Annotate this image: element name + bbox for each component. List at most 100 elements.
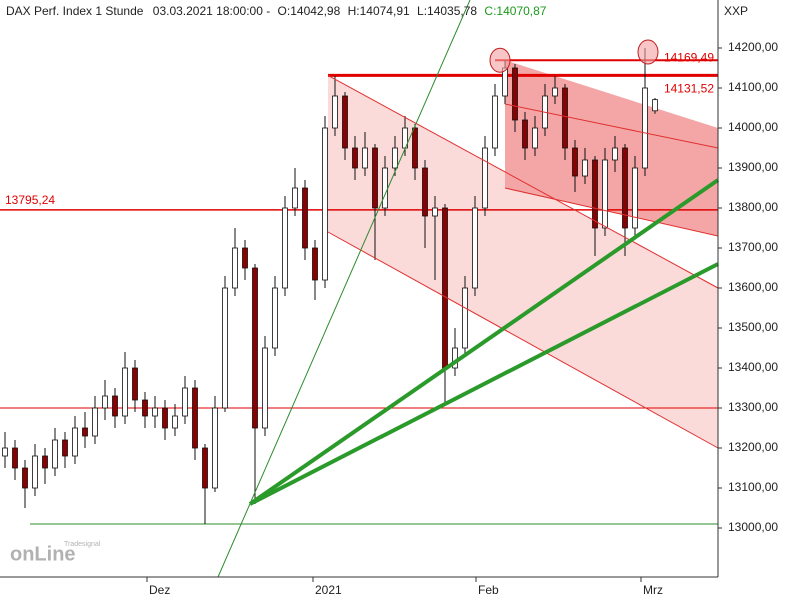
candle-body bbox=[362, 147, 368, 169]
y-tick-label: 13500,00 bbox=[728, 320, 778, 334]
candle bbox=[132, 360, 138, 412]
candle-body bbox=[272, 287, 278, 349]
candle bbox=[482, 136, 488, 216]
candle-body bbox=[382, 167, 388, 209]
y-tick-label: 14000,00 bbox=[728, 120, 778, 134]
candle bbox=[462, 276, 468, 356]
candle bbox=[52, 428, 58, 476]
candle bbox=[642, 48, 648, 176]
candle bbox=[602, 148, 608, 236]
candle-body bbox=[312, 247, 318, 281]
candle-body bbox=[152, 407, 158, 417]
candle-body bbox=[182, 387, 188, 417]
candle-body bbox=[232, 247, 238, 289]
candle bbox=[522, 112, 528, 160]
candle bbox=[412, 124, 418, 180]
candle-body bbox=[42, 455, 48, 469]
candle-body bbox=[32, 455, 38, 489]
trendline bbox=[327, 74, 719, 289]
candle bbox=[282, 196, 288, 296]
level-label: 13795,24 bbox=[5, 193, 55, 207]
low-label: L:14035,78 bbox=[417, 4, 477, 18]
header: DAX Perf. Index 1 Stunde 03.03.2021 18:0… bbox=[6, 4, 547, 18]
candle-body bbox=[112, 395, 118, 417]
axis-label: XXP bbox=[724, 4, 748, 18]
candle-body bbox=[52, 439, 58, 469]
candle-body bbox=[82, 427, 88, 437]
candle bbox=[422, 160, 428, 248]
y-tick-label: 13800,00 bbox=[728, 200, 778, 214]
candle bbox=[592, 156, 598, 256]
candle-body bbox=[392, 147, 398, 169]
candle-body bbox=[2, 447, 8, 457]
level-label: 14131,52 bbox=[664, 82, 714, 96]
candle-body bbox=[172, 415, 178, 429]
candle bbox=[612, 136, 618, 172]
candle bbox=[362, 132, 368, 176]
candle bbox=[262, 336, 268, 436]
y-tick-label: 13100,00 bbox=[728, 480, 778, 494]
candle bbox=[492, 84, 498, 156]
candle bbox=[142, 392, 148, 428]
candle-body bbox=[652, 99, 658, 112]
candle-body bbox=[202, 447, 208, 489]
candle bbox=[12, 440, 18, 480]
candle bbox=[312, 240, 318, 300]
candle bbox=[562, 84, 568, 160]
candle-body bbox=[492, 95, 498, 149]
candle-body bbox=[352, 147, 358, 169]
plot-area bbox=[0, 0, 720, 578]
candle-body bbox=[562, 87, 568, 149]
candle bbox=[352, 136, 358, 180]
candle bbox=[572, 140, 578, 192]
trendline bbox=[248, 178, 720, 506]
y-tick-label: 13700,00 bbox=[728, 240, 778, 254]
candle-body bbox=[332, 95, 338, 129]
candle-body bbox=[582, 159, 588, 177]
trendline bbox=[217, 0, 471, 578]
x-tick-label: Feb bbox=[478, 583, 499, 597]
candle-body bbox=[12, 447, 18, 469]
candle-body bbox=[612, 147, 618, 161]
candle bbox=[92, 396, 98, 444]
candle bbox=[172, 404, 178, 436]
y-tick-label: 13400,00 bbox=[728, 360, 778, 374]
candle bbox=[632, 156, 638, 236]
y-tick-label: 13200,00 bbox=[728, 440, 778, 454]
candle-body bbox=[632, 167, 638, 229]
candle-body bbox=[72, 427, 78, 457]
candle-body bbox=[22, 467, 28, 489]
candle-body bbox=[622, 147, 628, 229]
candle-body bbox=[482, 147, 488, 209]
candle bbox=[22, 460, 28, 508]
candle bbox=[232, 228, 238, 296]
candle-body bbox=[422, 167, 428, 217]
candle bbox=[182, 376, 188, 424]
candle bbox=[82, 412, 88, 448]
candle bbox=[652, 98, 658, 114]
trendline bbox=[249, 262, 719, 506]
candle bbox=[152, 396, 158, 428]
watermark: Tradesignal onLine bbox=[10, 541, 101, 565]
candle bbox=[512, 64, 518, 132]
close-label: C:14070,87 bbox=[484, 4, 546, 18]
candle bbox=[252, 264, 258, 504]
candle bbox=[532, 116, 538, 156]
high-label: H:14074,91 bbox=[348, 4, 410, 18]
candle-body bbox=[342, 95, 348, 149]
candle-body bbox=[642, 87, 648, 169]
y-tick-label: 13900,00 bbox=[728, 160, 778, 174]
candle-body bbox=[322, 127, 328, 281]
highlight-circle bbox=[637, 39, 659, 65]
watermark-big: onLine bbox=[10, 543, 76, 565]
datetime: 03.03.2021 18:00:00 - bbox=[153, 4, 270, 18]
candle-body bbox=[372, 147, 378, 209]
candle-body bbox=[552, 87, 558, 97]
candle-body bbox=[222, 287, 228, 409]
watermark-small: Tradesignal bbox=[64, 541, 101, 548]
candle-body bbox=[212, 407, 218, 489]
candle-body bbox=[512, 67, 518, 121]
candle-body bbox=[602, 159, 608, 229]
candle bbox=[202, 444, 208, 524]
